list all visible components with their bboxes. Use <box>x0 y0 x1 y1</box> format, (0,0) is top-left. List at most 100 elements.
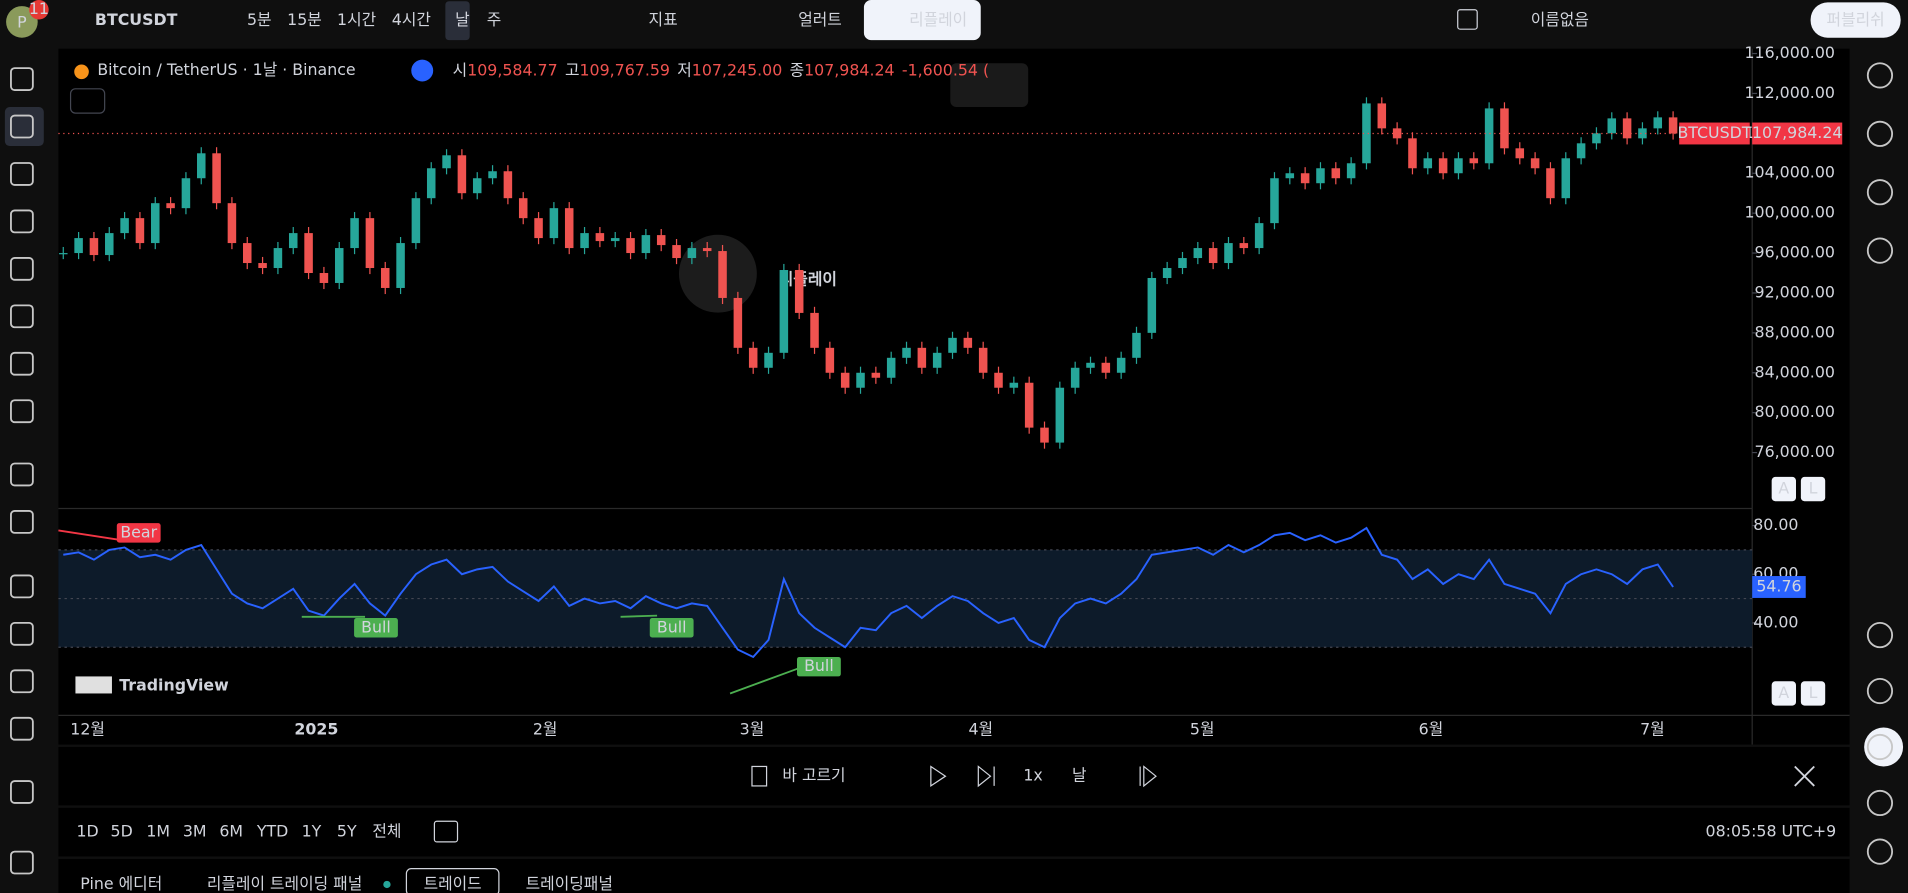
sidebar-icon[interactable] <box>1866 621 1894 649</box>
candle <box>672 245 681 259</box>
replay-interval[interactable]: 날 <box>1072 766 1087 785</box>
candle <box>1331 168 1341 179</box>
candle <box>503 171 513 199</box>
candle <box>871 372 881 378</box>
sidebar-icon[interactable] <box>1866 62 1894 89</box>
scale-button[interactable]: A <box>1778 479 1789 498</box>
sidebar-icon[interactable] <box>1866 838 1894 865</box>
symbol[interactable]: BTCUSDT <box>95 10 178 29</box>
sidebar-icon[interactable] <box>1866 789 1894 817</box>
bottom-tab[interactable]: 트레이딩패널 <box>526 874 613 893</box>
tool-icon[interactable] <box>10 351 34 376</box>
tool-icon[interactable] <box>10 209 34 234</box>
tool-icon[interactable] <box>10 399 34 424</box>
legend-l-label: 저 <box>677 60 692 79</box>
candle <box>488 171 497 179</box>
tool-icon[interactable] <box>10 114 34 139</box>
range-button[interactable]: YTD <box>256 822 288 841</box>
rsi-line <box>63 526 1674 659</box>
candle <box>1423 158 1433 169</box>
collapse-button[interactable] <box>69 88 106 114</box>
interval[interactable]: 4시간 <box>392 10 431 29</box>
step-icon[interactable] <box>977 765 995 788</box>
speed[interactable]: 1x <box>1023 766 1042 785</box>
bottom-tab[interactable]: 리플레이 트레이딩 패널 <box>207 874 362 893</box>
date-icon[interactable] <box>433 820 459 843</box>
range-button[interactable]: 전체 <box>372 822 401 841</box>
candle <box>1500 108 1509 149</box>
tool-icon[interactable] <box>10 162 34 186</box>
interval[interactable]: 날 <box>455 10 470 29</box>
scale-button-bg[interactable] <box>1771 681 1796 706</box>
interval[interactable]: 15분 <box>287 10 322 29</box>
scale-button[interactable]: A <box>1778 683 1789 702</box>
sidebar-icon[interactable] <box>1866 179 1894 206</box>
jump-icon[interactable] <box>1139 765 1157 788</box>
range-button[interactable]: 5D <box>111 822 133 841</box>
sidebar-active[interactable] <box>1864 727 1904 767</box>
tool-icon[interactable] <box>10 574 34 599</box>
tool-icon[interactable] <box>10 462 34 487</box>
candle <box>1561 158 1571 199</box>
candle <box>1024 382 1034 428</box>
interval[interactable]: 5분 <box>247 10 272 29</box>
scale-button-bg[interactable] <box>1771 476 1796 502</box>
time-label: 4월 <box>968 719 993 738</box>
sidebar-icon[interactable] <box>1866 677 1894 705</box>
scale-button[interactable]: L <box>1809 479 1818 498</box>
time-label: 5월 <box>1190 719 1215 738</box>
interval[interactable]: 1시간 <box>337 10 376 29</box>
scale-button[interactable]: L <box>1809 683 1818 702</box>
layout-name[interactable]: 이름없음 <box>1531 10 1589 29</box>
y-tick-label: 100,000.00 <box>1744 203 1834 222</box>
time-label: 6월 <box>1419 719 1444 738</box>
publish[interactable]: 퍼블리쉬 <box>1827 10 1885 29</box>
close-icon[interactable] <box>1794 765 1815 787</box>
scale-button-bg[interactable] <box>1800 476 1826 502</box>
tool-icon[interactable] <box>10 304 34 329</box>
tool-icon[interactable] <box>10 716 34 741</box>
candle <box>1162 268 1172 278</box>
bottom-tab[interactable]: 트레이드 <box>424 874 482 893</box>
alert[interactable]: 얼러트 <box>798 10 842 29</box>
candle <box>748 347 758 368</box>
interval[interactable]: 주 <box>487 10 502 29</box>
tab-active[interactable] <box>405 868 500 893</box>
range-button[interactable]: 6M <box>219 822 243 841</box>
divergence-label: Bull <box>361 617 391 636</box>
sidebar-icon[interactable] <box>1866 237 1894 264</box>
play-icon[interactable] <box>930 765 947 788</box>
tool-icon[interactable] <box>10 780 34 804</box>
bottom-tab[interactable]: Pine 에디터 <box>80 874 162 893</box>
scale-button-bg[interactable] <box>1800 681 1826 706</box>
tool-icon[interactable] <box>10 510 34 534</box>
tool-icon[interactable] <box>10 67 34 91</box>
layout-icon[interactable] <box>1457 9 1478 30</box>
sidebar-icon[interactable] <box>1866 120 1894 147</box>
replay-button[interactable] <box>863 0 981 41</box>
candle <box>963 337 973 348</box>
candle <box>120 218 129 234</box>
candle <box>1086 362 1095 368</box>
tool-icon[interactable] <box>10 257 34 281</box>
candle <box>902 347 911 358</box>
tool-icon[interactable] <box>10 621 34 646</box>
tool-icon[interactable] <box>10 669 34 694</box>
indicators[interactable]: 지표 <box>649 10 678 29</box>
candle <box>457 155 467 194</box>
sidebar-icon[interactable] <box>1866 733 1894 761</box>
tool-icon[interactable] <box>10 850 34 875</box>
symbol-tag-bg <box>1679 122 1750 145</box>
select-bar[interactable]: 바 고르기 <box>782 766 845 785</box>
publish-button[interactable] <box>1810 2 1901 38</box>
legend-change: -1,600.54 ( <box>902 60 989 79</box>
range-button[interactable]: 1D <box>76 822 98 841</box>
replay[interactable]: 리플레이 <box>909 10 967 29</box>
candle <box>59 253 68 255</box>
range-button[interactable]: 1Y <box>302 822 322 841</box>
range-button[interactable]: 1M <box>146 822 170 841</box>
y-tick-label: 76,000.00 <box>1755 442 1835 461</box>
range-button[interactable]: 3M <box>183 822 207 841</box>
range-button[interactable]: 5Y <box>337 822 357 841</box>
avatar[interactable] <box>6 6 38 38</box>
